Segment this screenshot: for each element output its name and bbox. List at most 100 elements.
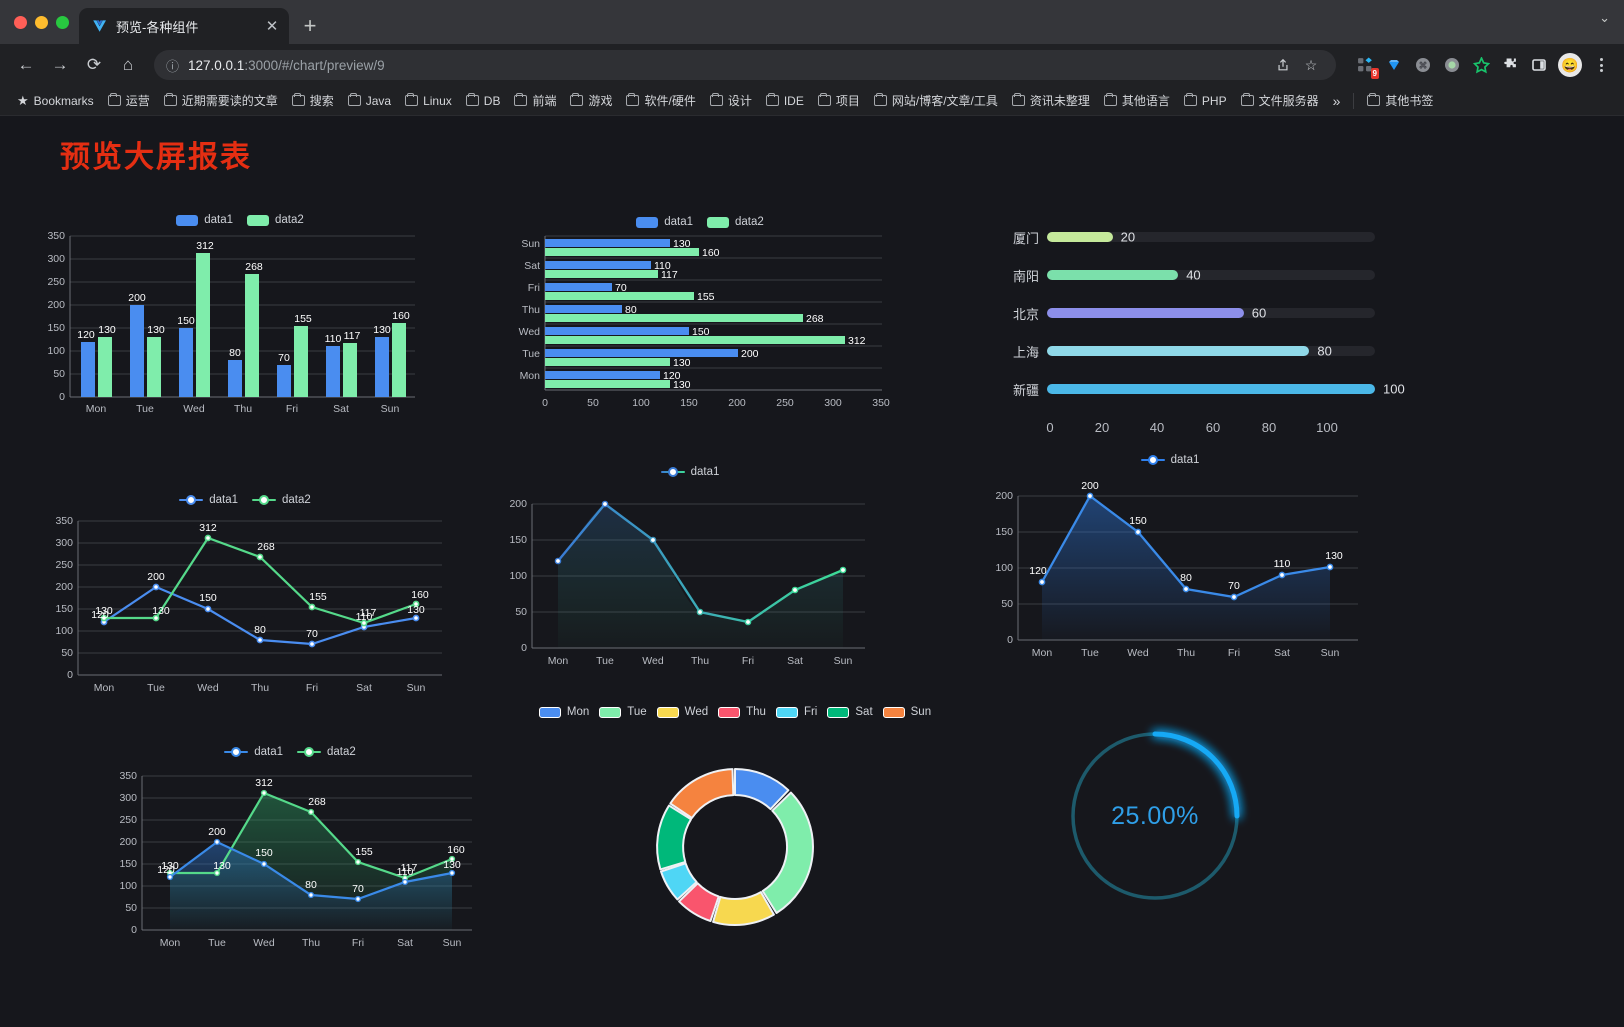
bookmarks-overflow-button[interactable]: » bbox=[1332, 92, 1341, 109]
bookmark-folder[interactable]: 其他语言 bbox=[1097, 89, 1177, 112]
progress-track[interactable]: 60 bbox=[1047, 306, 1375, 321]
svg-text:200: 200 bbox=[1081, 480, 1099, 492]
reload-button[interactable]: ⟳ bbox=[86, 55, 102, 74]
bookmark-folder[interactable]: 近期需要读的文章 bbox=[157, 89, 285, 112]
bookmark-folder[interactable]: Java bbox=[341, 91, 398, 111]
legend-item-data1[interactable]: data1 bbox=[1140, 454, 1199, 466]
forward-button[interactable]: → bbox=[51, 55, 69, 74]
progress-row: 北京 60 bbox=[995, 294, 1375, 332]
info-icon[interactable]: ⓘ bbox=[166, 58, 180, 74]
window-controls[interactable] bbox=[12, 0, 79, 44]
donut-slice-mon[interactable] bbox=[734, 768, 790, 811]
back-button[interactable]: ← bbox=[17, 55, 35, 74]
page-title: 预览大屏报表 bbox=[60, 141, 252, 174]
donut-slice-fri[interactable] bbox=[660, 862, 698, 901]
legend-item-data1[interactable]: data1 bbox=[224, 746, 283, 758]
star-extension-icon[interactable] bbox=[1468, 52, 1494, 78]
bookmark-folder[interactable]: 设计 bbox=[703, 89, 759, 112]
donut-slice-tue[interactable] bbox=[761, 791, 814, 914]
bookmark-folder[interactable]: DB bbox=[459, 91, 508, 111]
bookmark-folder[interactable]: 游戏 bbox=[563, 89, 619, 112]
progress-track[interactable]: 20 bbox=[1047, 230, 1375, 245]
bookmark-folder[interactable]: Linux bbox=[398, 91, 459, 111]
legend-item-data1[interactable]: data1 bbox=[660, 466, 720, 478]
svg-text:150: 150 bbox=[199, 592, 217, 604]
sidepanel-icon[interactable] bbox=[1526, 52, 1552, 78]
svg-text:268: 268 bbox=[308, 796, 326, 808]
profile-avatar[interactable]: 😄 bbox=[1558, 53, 1582, 77]
bookmark-folder[interactable]: 软件/硬件 bbox=[619, 89, 702, 112]
progress-track[interactable]: 80 bbox=[1047, 344, 1375, 359]
svg-text:50: 50 bbox=[587, 397, 599, 409]
svg-text:150: 150 bbox=[995, 526, 1013, 538]
progress-track[interactable]: 100 bbox=[1047, 382, 1405, 397]
chart-vertical-bar: data1 data2 bbox=[30, 214, 450, 426]
bookmark-folder[interactable]: 运营 bbox=[101, 89, 157, 112]
bookmark-folder[interactable]: 文件服务器 bbox=[1234, 89, 1326, 112]
bookmark-root[interactable]: ★ Bookmarks bbox=[10, 90, 101, 112]
svg-text:120: 120 bbox=[1029, 565, 1047, 577]
legend-item-data1[interactable]: data1 bbox=[179, 494, 238, 506]
legend-item-tue[interactable]: Tue bbox=[599, 706, 647, 718]
chevron-down-icon[interactable]: ⌄ bbox=[1599, 10, 1610, 25]
donut-slice-sat[interactable] bbox=[656, 804, 692, 871]
close-window-button[interactable] bbox=[14, 15, 27, 29]
bookmark-folder[interactable]: 资讯未整理 bbox=[1005, 89, 1097, 112]
other-bookmarks-folder[interactable]: 其他书签 bbox=[1360, 89, 1440, 112]
legend-label: data1 bbox=[690, 466, 720, 478]
legend-item-data1[interactable]: data1 bbox=[636, 216, 693, 228]
bookmark-folder[interactable]: 搜索 bbox=[285, 89, 341, 112]
svg-text:Fri: Fri bbox=[306, 682, 318, 694]
chart-line-gradient: data1 bbox=[490, 466, 890, 683]
maximize-window-button[interactable] bbox=[56, 15, 69, 29]
legend-item-fri[interactable]: Fri bbox=[775, 706, 817, 718]
tab-close-icon[interactable]: ✕ bbox=[265, 18, 279, 35]
grammar-extension-icon[interactable]: ⌘ bbox=[1410, 52, 1436, 78]
browser-tab[interactable]: 预览-各种组件 ✕ bbox=[79, 8, 289, 44]
svg-text:70: 70 bbox=[306, 628, 318, 640]
svg-text:Wed: Wed bbox=[1127, 647, 1149, 659]
legend-item-data1[interactable]: data1 bbox=[176, 214, 233, 226]
donut-slice-wed[interactable] bbox=[712, 891, 775, 927]
legend-item-mon[interactable]: Mon bbox=[538, 706, 589, 718]
circle-extension-icon[interactable] bbox=[1439, 52, 1465, 78]
svg-text:⌘: ⌘ bbox=[1419, 61, 1428, 71]
bookmark-folder[interactable]: 项目 bbox=[811, 89, 867, 112]
svg-text:Sat: Sat bbox=[333, 403, 349, 415]
donut-slice-thu[interactable] bbox=[678, 882, 720, 922]
bookmark-folder[interactable]: 前端 bbox=[507, 89, 563, 112]
legend-item-data2[interactable]: data2 bbox=[707, 216, 764, 228]
legend-item-data2[interactable]: data2 bbox=[252, 494, 311, 506]
minimize-window-button[interactable] bbox=[35, 15, 48, 29]
legend-label: Tue bbox=[627, 706, 647, 718]
bookmark-folder[interactable]: PHP bbox=[1177, 91, 1234, 111]
progress-label: 南阳 bbox=[1012, 268, 1039, 284]
browser-menu-button[interactable] bbox=[1588, 52, 1614, 78]
new-tab-button[interactable]: + bbox=[303, 13, 317, 38]
gauge-widget[interactable]: 25.00% bbox=[1055, 716, 1255, 916]
chart-city-progress: 厦门 20 南阳 40 北京 bbox=[995, 218, 1405, 459]
extension-grid-icon[interactable]: 9 bbox=[1352, 52, 1379, 79]
home-button[interactable]: ⌂ bbox=[122, 55, 134, 74]
legend-item-sat[interactable]: Sat bbox=[827, 706, 873, 718]
svg-text:160: 160 bbox=[702, 247, 720, 259]
legend-item-wed[interactable]: Wed bbox=[656, 706, 708, 718]
bookmark-label: Java bbox=[365, 93, 392, 108]
legend-swatch bbox=[179, 495, 204, 506]
diamond-extension-icon[interactable] bbox=[1381, 52, 1407, 78]
bookmark-folder[interactable]: 网站/博客/文章/工具 bbox=[867, 89, 1005, 112]
legend-item-sun[interactable]: Sun bbox=[882, 706, 931, 718]
legend-item-data2[interactable]: data2 bbox=[297, 746, 356, 758]
legend-item-thu[interactable]: Thu bbox=[718, 706, 766, 718]
progress-track[interactable]: 40 bbox=[1047, 268, 1375, 283]
legend-item-data2[interactable]: data2 bbox=[247, 214, 304, 226]
svg-text:80: 80 bbox=[254, 624, 266, 636]
donut-slice-sun[interactable] bbox=[669, 768, 735, 819]
progress-fill bbox=[1047, 232, 1113, 242]
puzzle-extension-icon[interactable] bbox=[1497, 52, 1523, 78]
address-bar[interactable]: ⓘ 127.0.0.1:3000/#/chart/preview/9 ☆ bbox=[154, 50, 1336, 80]
bookmark-folder[interactable]: IDE bbox=[759, 91, 811, 111]
bookmark-star-icon[interactable]: ☆ bbox=[1304, 56, 1318, 73]
svg-text:80: 80 bbox=[305, 879, 317, 891]
share-icon[interactable] bbox=[1270, 52, 1296, 78]
